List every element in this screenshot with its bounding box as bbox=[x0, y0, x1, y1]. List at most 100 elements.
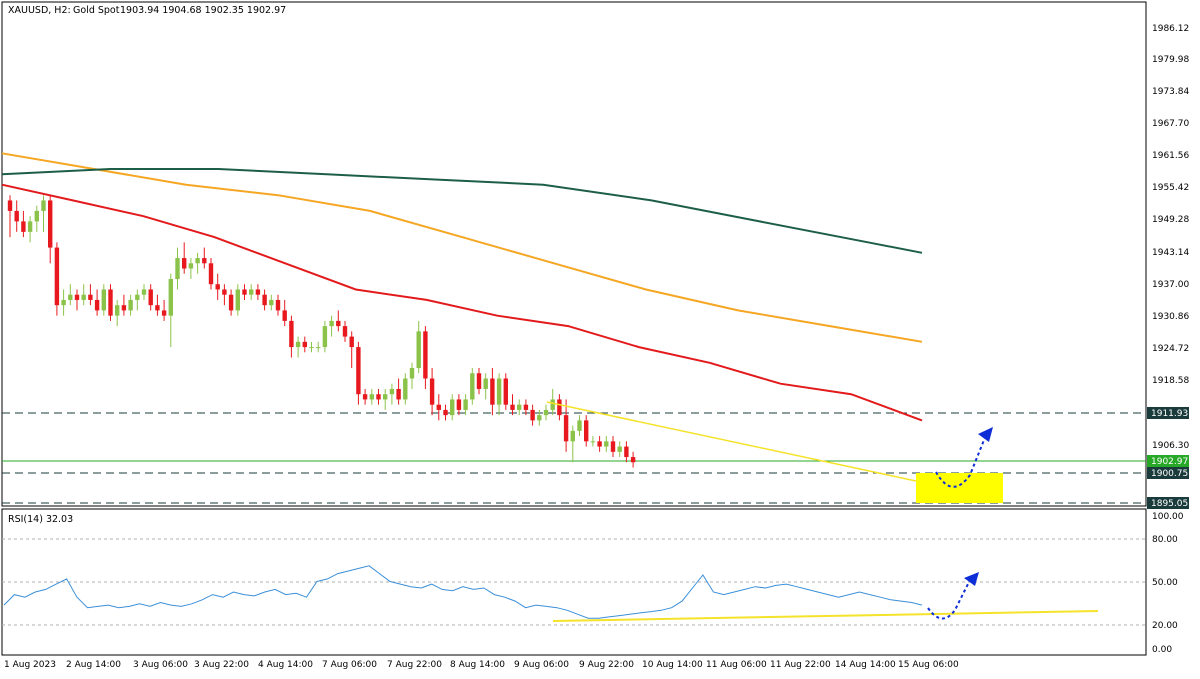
candle-body bbox=[27, 221, 33, 232]
moving-average-red bbox=[1, 183, 923, 422]
candle-body bbox=[182, 258, 187, 269]
rsi-label: RSI(14) 32.03 bbox=[8, 514, 73, 525]
candle-body bbox=[289, 320, 294, 348]
moving-average-green bbox=[1, 168, 923, 254]
candle-body bbox=[222, 289, 227, 295]
candle-body bbox=[543, 409, 549, 416]
candle-body bbox=[617, 446, 622, 452]
candle bbox=[202, 247, 207, 269]
date-axis: 1 Aug 2023 2 Aug 14:00 3 Aug 06:00 3 Aug… bbox=[4, 660, 959, 670]
candle-body bbox=[436, 404, 441, 410]
candle bbox=[222, 284, 227, 306]
candle-body bbox=[590, 441, 596, 443]
rsi-tick: 50.00 bbox=[1152, 578, 1178, 588]
price-tick: 1986.12 bbox=[1152, 24, 1189, 34]
symbol-label: XAUUSD, H2: bbox=[8, 5, 71, 16]
rsi-tick: 100.00 bbox=[1152, 512, 1184, 522]
candle-body bbox=[61, 299, 66, 306]
candle bbox=[54, 242, 60, 316]
candle-body bbox=[604, 441, 609, 447]
candle bbox=[148, 284, 153, 311]
candle bbox=[362, 388, 368, 405]
price-tick: 1937.00 bbox=[1152, 280, 1189, 290]
candle bbox=[456, 394, 462, 416]
candle-body bbox=[389, 388, 395, 395]
candle-body bbox=[416, 331, 421, 369]
candle-body bbox=[362, 394, 368, 400]
candle bbox=[604, 436, 609, 452]
date-tick: 9 Aug 22:00 bbox=[579, 660, 634, 670]
price-tick: 1930.86 bbox=[1152, 312, 1189, 322]
candle bbox=[617, 441, 622, 458]
candle bbox=[255, 284, 261, 300]
candle-body bbox=[584, 420, 589, 442]
rsi-trendline[interactable] bbox=[552, 610, 1099, 622]
rsi-tick: 20.00 bbox=[1152, 621, 1178, 631]
candle-body bbox=[282, 310, 287, 321]
price-tick: 1918.58 bbox=[1152, 376, 1189, 386]
candle-body bbox=[255, 289, 261, 295]
candle bbox=[537, 409, 542, 426]
candle bbox=[349, 331, 354, 369]
candle-body bbox=[269, 299, 274, 306]
candle-body bbox=[295, 341, 301, 348]
price-tick: 1955.42 bbox=[1152, 183, 1189, 193]
date-tick: 9 Aug 06:00 bbox=[514, 660, 569, 670]
price-tick: 1906.30 bbox=[1152, 441, 1189, 451]
candle-body bbox=[21, 221, 26, 232]
candle-body bbox=[450, 399, 455, 416]
candle bbox=[34, 205, 39, 232]
current-price-badge bbox=[1147, 455, 1189, 467]
date-tick: 11 Aug 06:00 bbox=[706, 660, 767, 670]
price-axis: 1986.12 1979.98 1973.84 1967.70 1961.56 … bbox=[1152, 24, 1189, 451]
candle-body bbox=[54, 247, 60, 306]
candle bbox=[409, 362, 415, 389]
date-tick: 2 Aug 14:00 bbox=[66, 660, 121, 670]
candle bbox=[436, 394, 441, 421]
candle bbox=[135, 289, 140, 311]
candle-body bbox=[550, 399, 555, 410]
rsi-axis: 100.00 80.00 50.00 20.00 0.00 bbox=[1152, 512, 1184, 655]
candle-body bbox=[429, 378, 435, 405]
target-zone[interactable] bbox=[916, 473, 1003, 503]
candle-body bbox=[577, 420, 582, 431]
date-tick: 8 Aug 14:00 bbox=[450, 660, 505, 670]
candle-body bbox=[537, 415, 542, 421]
candle-body bbox=[349, 336, 354, 348]
candle bbox=[510, 394, 515, 416]
candle bbox=[161, 299, 167, 321]
candle-body bbox=[168, 278, 173, 316]
candle-body bbox=[249, 289, 254, 295]
symbol-description: Gold Spot bbox=[73, 5, 120, 16]
rsi-line bbox=[3, 565, 923, 619]
candle-body bbox=[148, 289, 153, 306]
candle bbox=[517, 399, 522, 416]
candle bbox=[81, 284, 86, 306]
candle bbox=[336, 310, 341, 332]
candle-body bbox=[128, 299, 133, 311]
date-tick: 1 Aug 2023 bbox=[4, 660, 56, 670]
candle-body bbox=[275, 299, 281, 311]
candle bbox=[188, 258, 194, 279]
candle bbox=[543, 404, 549, 421]
candle bbox=[503, 373, 508, 410]
candle-body bbox=[115, 305, 120, 316]
candle bbox=[590, 436, 596, 447]
candle bbox=[597, 436, 602, 452]
candle bbox=[423, 326, 428, 389]
candle-body bbox=[322, 326, 328, 348]
candle-body bbox=[141, 289, 147, 295]
support-trendline[interactable] bbox=[546, 401, 917, 482]
candle bbox=[141, 284, 147, 300]
candle-body bbox=[403, 378, 408, 400]
date-tick: 14 Aug 14:00 bbox=[835, 660, 896, 670]
candle-body bbox=[302, 341, 307, 348]
candle-body bbox=[523, 404, 529, 410]
date-tick: 4 Aug 14:00 bbox=[258, 660, 313, 670]
price-tick: 1979.98 bbox=[1152, 55, 1189, 65]
candle-body bbox=[423, 331, 428, 379]
candle-body bbox=[195, 258, 200, 264]
candle-body bbox=[34, 210, 39, 222]
